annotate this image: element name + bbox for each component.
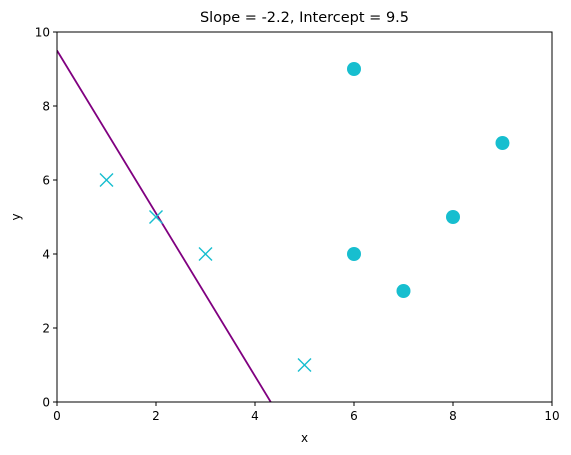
x-marker-stroke bbox=[99, 173, 114, 187]
x-marker-point bbox=[149, 210, 163, 224]
series-1 bbox=[99, 173, 312, 372]
series-2 bbox=[347, 62, 510, 298]
chart-title: Slope = -2.2, Intercept = 9.5 bbox=[200, 10, 409, 26]
plot-frame bbox=[56, 31, 553, 403]
x-marker-point bbox=[99, 173, 114, 187]
x-marker-point bbox=[198, 247, 213, 261]
y-tick-label: 0 bbox=[42, 396, 50, 410]
x-tick-label: 8 bbox=[449, 409, 457, 423]
y-tick-label: 4 bbox=[42, 248, 50, 262]
x-axis-ticks: 0 2 4 6 8 10 bbox=[53, 402, 560, 423]
x-axis-label: x bbox=[301, 431, 308, 445]
x-marker-stroke bbox=[297, 358, 312, 372]
circle-marker-point bbox=[396, 284, 411, 298]
circle-marker-point bbox=[347, 247, 361, 261]
y-tick-label: 8 bbox=[42, 100, 50, 114]
y-tick-label: 6 bbox=[42, 174, 50, 188]
circle-marker-point bbox=[495, 136, 510, 150]
plot-area bbox=[56, 31, 553, 403]
x-marker-stroke bbox=[198, 247, 213, 261]
circle-marker-point bbox=[446, 210, 460, 224]
y-tick-label: 2 bbox=[42, 322, 50, 336]
x-tick-label: 4 bbox=[251, 409, 259, 423]
fit-line bbox=[57, 50, 272, 402]
x-marker-point bbox=[297, 358, 312, 372]
y-axis-ticks: 0 2 4 6 8 10 bbox=[35, 26, 57, 410]
x-tick-label: 0 bbox=[53, 409, 61, 423]
x-marker-stroke bbox=[149, 210, 163, 224]
x-tick-label: 6 bbox=[350, 409, 358, 423]
circle-marker-point bbox=[347, 62, 361, 76]
x-tick-label: 10 bbox=[544, 409, 559, 423]
y-axis-label: y bbox=[9, 213, 23, 220]
x-tick-label: 2 bbox=[152, 409, 160, 423]
y-tick-label: 10 bbox=[35, 26, 50, 40]
